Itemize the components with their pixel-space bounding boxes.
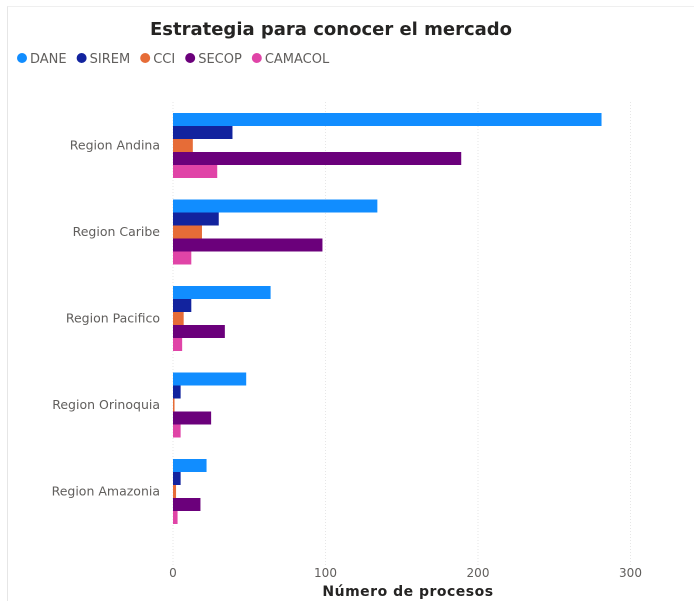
legend-label-dane[interactable]: DANE [30, 52, 67, 67]
bar-camacol-4[interactable] [173, 511, 178, 524]
bar-sirem-4[interactable] [173, 472, 181, 485]
bar-dane-4[interactable] [173, 459, 207, 472]
legend: DANE SIREM CCI SECOP CAMACOL [17, 52, 330, 67]
legend-label-cci[interactable]: CCI [153, 52, 175, 67]
x-tick-label: 100 [314, 566, 337, 580]
x-tick-label: 300 [619, 566, 642, 580]
bar-secop-0[interactable] [173, 152, 462, 165]
bar-dane-1[interactable] [173, 199, 378, 213]
bar-secop-2[interactable] [173, 325, 225, 338]
bar-sirem-0[interactable] [173, 126, 233, 139]
bar-secop-1[interactable] [173, 238, 323, 252]
category-label: Region Amazonia [52, 484, 160, 499]
bar-camacol-2[interactable] [173, 338, 183, 351]
legend-marker-cci[interactable] [140, 53, 151, 63]
legend-marker-secop[interactable] [185, 53, 196, 63]
bar-chart: Estrategia para conocer el mercado DANE S… [17, 19, 642, 600]
bar-cci-1[interactable] [173, 225, 202, 239]
x-axis-title: Número de procesos [322, 584, 493, 600]
category-label: Region Pacifico [66, 311, 160, 326]
bar-sirem-2[interactable] [173, 299, 192, 312]
bar-camacol-1[interactable] [173, 251, 192, 265]
bar-cci-0[interactable] [173, 139, 193, 152]
legend-label-sirem[interactable]: SIREM [90, 52, 131, 67]
bar-sirem-1[interactable] [173, 212, 219, 226]
category-label: Region Andina [70, 138, 160, 153]
bar-secop-3[interactable] [173, 411, 212, 425]
chart-frame: Estrategia para conocer el mercado DANE S… [7, 6, 694, 601]
bar-cci-2[interactable] [173, 312, 184, 325]
legend-label-secop[interactable]: SECOP [198, 52, 242, 67]
bars [173, 113, 602, 524]
x-tick-label: 200 [467, 566, 490, 580]
legend-marker-sirem[interactable] [76, 53, 87, 63]
x-tick-label: 0 [169, 566, 177, 580]
legend-marker-camacol[interactable] [251, 53, 262, 63]
chart-title: Estrategia para conocer el mercado [150, 19, 512, 40]
bar-dane-0[interactable] [173, 113, 602, 126]
bar-sirem-3[interactable] [173, 385, 181, 399]
bar-dane-3[interactable] [173, 372, 247, 386]
legend-label-camacol[interactable]: CAMACOL [265, 52, 330, 67]
legend-marker-dane[interactable] [17, 53, 27, 63]
bar-cci-4[interactable] [173, 485, 177, 498]
x-tick-labels: 0 100 200 300 [169, 566, 642, 580]
bar-camacol-3[interactable] [173, 424, 181, 438]
gridlines [172, 102, 631, 565]
category-label: Region Caribe [73, 224, 161, 239]
bar-cci-3[interactable] [173, 398, 175, 412]
bar-camacol-0[interactable] [173, 165, 218, 178]
bar-secop-4[interactable] [173, 498, 201, 511]
bar-dane-2[interactable] [173, 286, 271, 299]
category-label: Region Orinoquia [52, 397, 160, 412]
category-labels: Region Andina Region Caribe Region Pacific… [52, 138, 161, 499]
